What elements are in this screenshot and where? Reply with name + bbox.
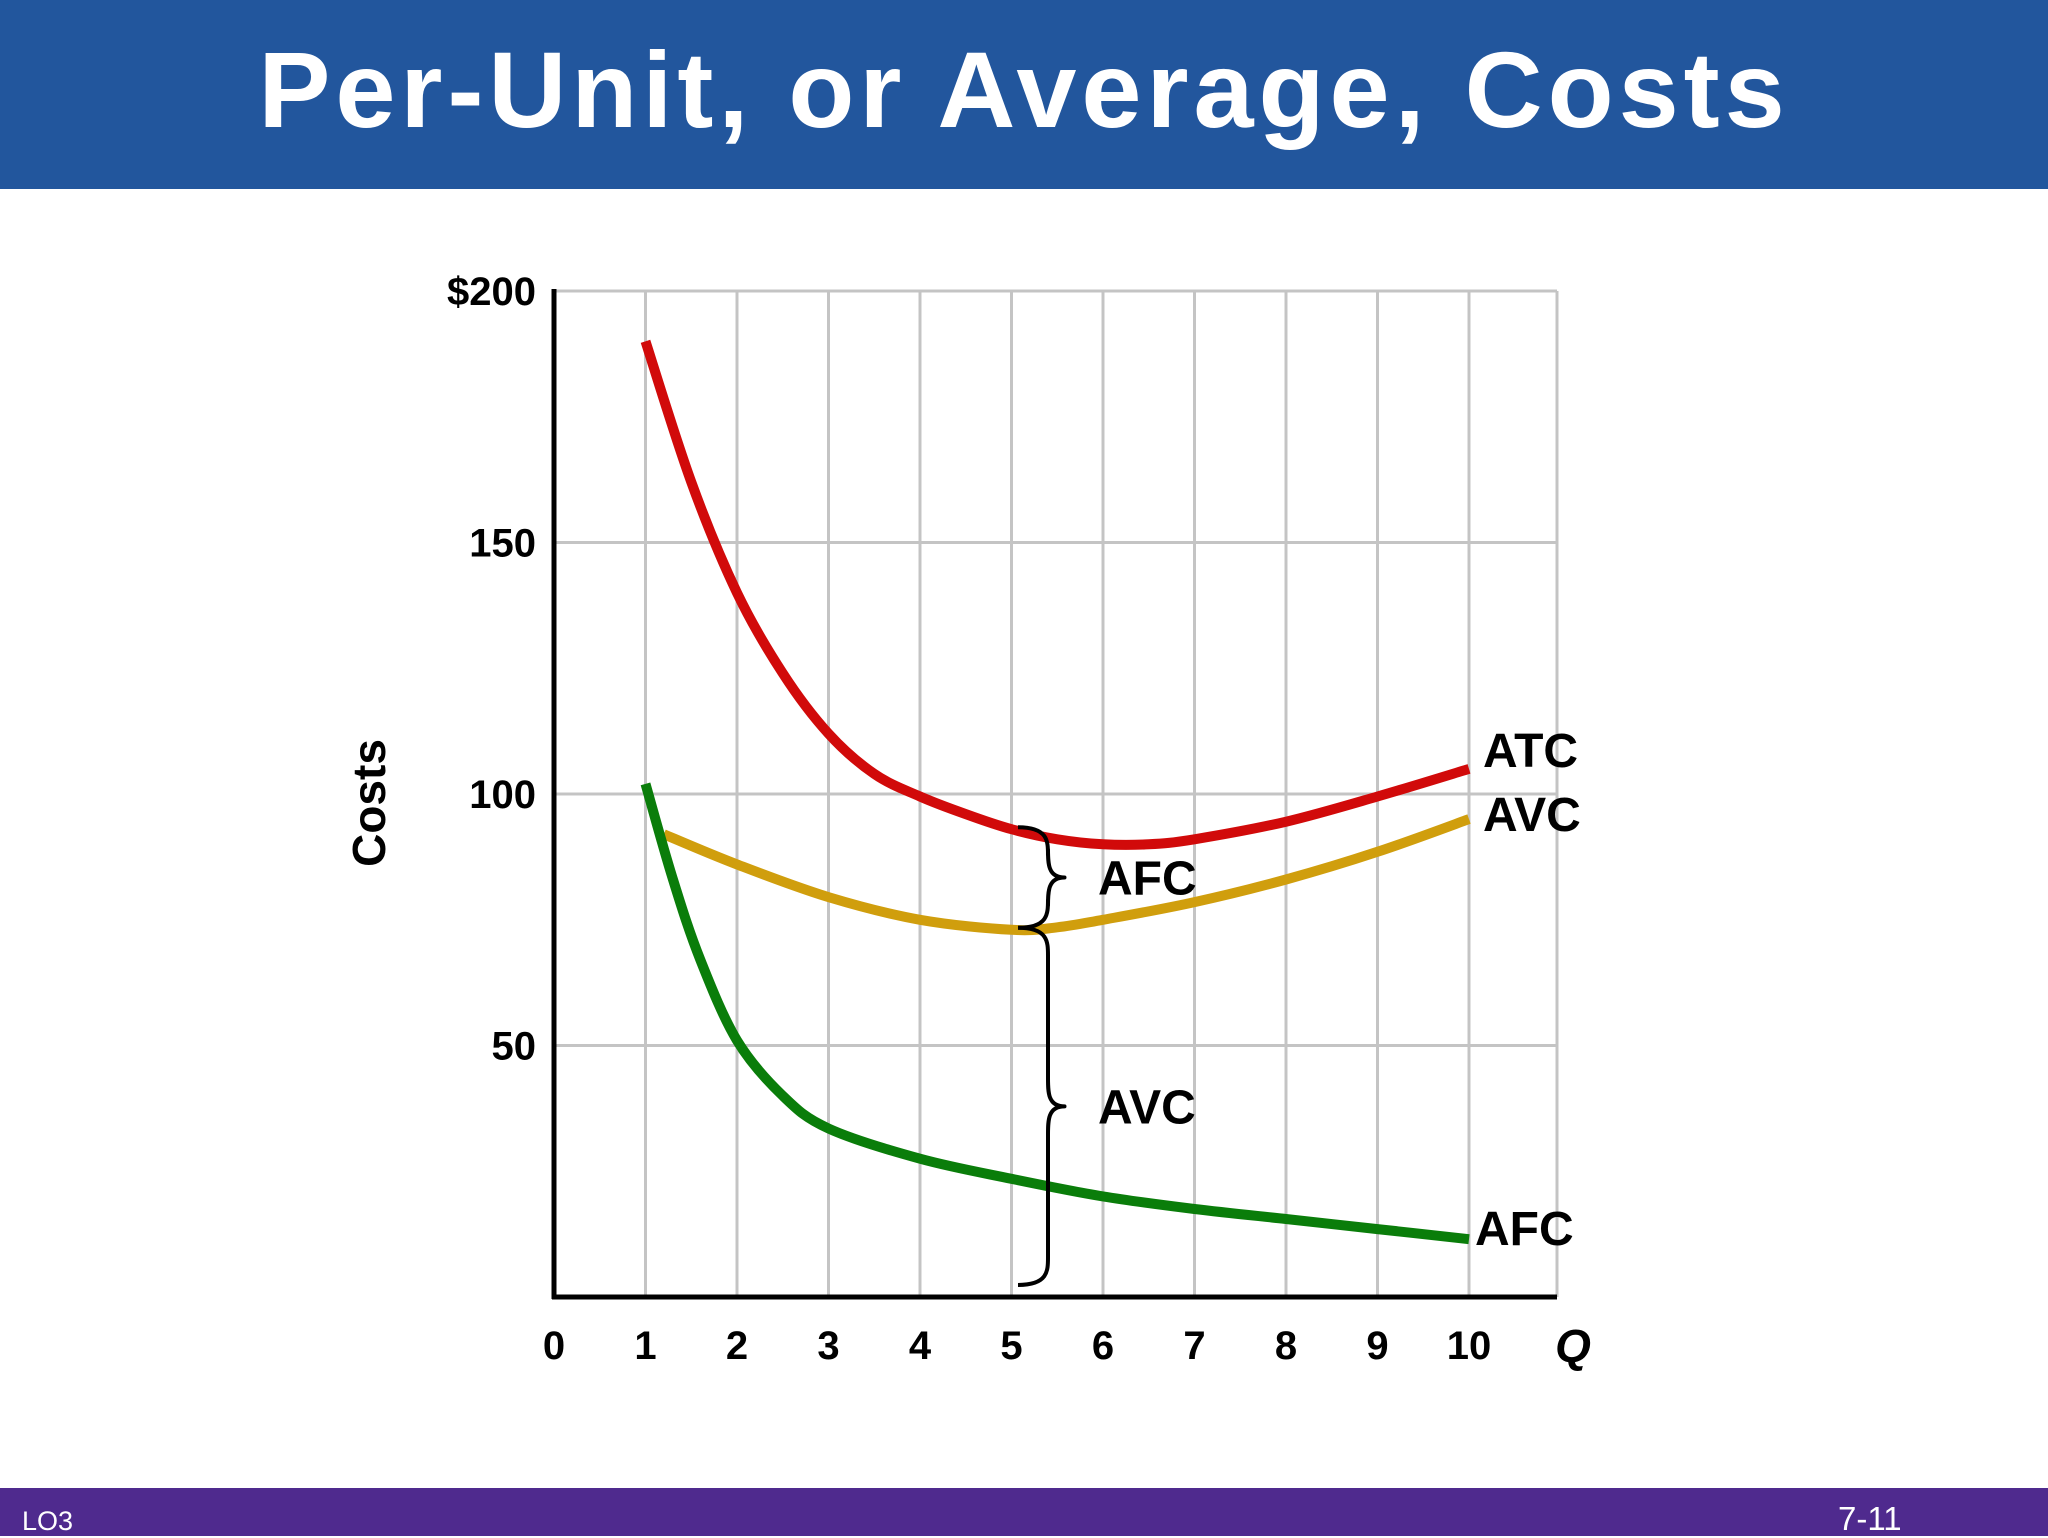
- y-tick-label: $200: [447, 270, 536, 314]
- x-tick-label: 9: [1366, 1324, 1388, 1368]
- x-tick-label: 6: [1092, 1324, 1114, 1368]
- y-tick-label: 150: [469, 522, 536, 566]
- brace-afc: [1017, 825, 1067, 930]
- page-title: Per-Unit, or Average, Costs: [258, 29, 1790, 150]
- chart-series: [640, 339, 1471, 1245]
- y-tick-label: 50: [492, 1025, 537, 1069]
- chart-axes: [551, 289, 1557, 1300]
- x-axis-label: Q: [1555, 1320, 1591, 1372]
- brace-label-afc: AFC: [1098, 853, 1197, 906]
- footer-page-number: 7-11: [1838, 1500, 1902, 1537]
- y-axis-label: Costs: [343, 739, 395, 867]
- x-tick-label: 4: [909, 1324, 932, 1368]
- avc-series-label: AVC: [1483, 789, 1581, 842]
- chart-grid: [554, 289, 1559, 1297]
- x-tick-label: 2: [726, 1324, 748, 1368]
- x-tick-label: 1: [634, 1324, 656, 1368]
- y-tick-label: 100: [469, 773, 536, 817]
- title-bar: Per-Unit, or Average, Costs: [0, 0, 2048, 189]
- x-tick-label: 8: [1275, 1324, 1297, 1368]
- chart-annotations: [1017, 825, 1067, 1287]
- brace-avc: [1017, 925, 1067, 1287]
- atc-series-label: ATC: [1483, 725, 1578, 778]
- atc-curve: [640, 339, 1471, 850]
- x-tick-label: 10: [1447, 1324, 1492, 1368]
- afc-curve: [640, 782, 1470, 1245]
- brace-label-avc: AVC: [1098, 1081, 1196, 1134]
- footer-lo-label: LO3: [22, 1506, 74, 1536]
- avc-curve: [661, 814, 1471, 936]
- x-tick-label: 3: [817, 1324, 839, 1368]
- x-tick-label: 0: [543, 1324, 565, 1368]
- chart-labels: 0 1 2 3 4 5 6 7 8 9 10 50 100 150 $200 Q Costs ATC AVC AFC A…: [343, 270, 1591, 1372]
- footer-bar: [0, 1488, 2048, 1536]
- x-tick-label: 5: [1000, 1324, 1022, 1368]
- afc-series-label: AFC: [1475, 1203, 1574, 1256]
- cost-curves-chart: 0 1 2 3 4 5 6 7 8 9 10 50 100 150 $200 Q Costs ATC AVC AFC A…: [343, 270, 1591, 1372]
- x-tick-label: 7: [1183, 1324, 1205, 1368]
